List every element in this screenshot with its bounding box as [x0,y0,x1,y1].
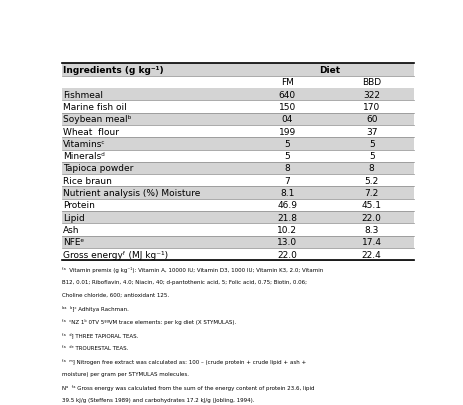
Bar [62,248,413,261]
Text: 150: 150 [278,103,295,112]
Text: 10.2: 10.2 [276,226,296,234]
Text: 5: 5 [368,139,374,149]
Text: 46.9: 46.9 [276,201,296,210]
Text: ᶠᵃ  ᵈ⁆ THREE TAPIORAL TEAS.: ᶠᵃ ᵈ⁆ THREE TAPIORAL TEAS. [62,332,138,337]
Text: Lipid: Lipid [63,213,85,222]
Bar [62,101,413,113]
Bar [62,187,413,199]
Text: 5: 5 [284,152,289,161]
Text: 8: 8 [368,164,374,173]
Text: 8.3: 8.3 [364,226,378,234]
Bar [62,126,413,138]
Text: ᶠᵃ  ᵈᵉ TROURESTAL TEAS.: ᶠᵃ ᵈᵉ TROURESTAL TEAS. [62,345,128,350]
Text: 17.4: 17.4 [361,238,381,247]
Text: 5: 5 [368,152,374,161]
Text: NFEᵉ: NFEᵉ [63,238,84,247]
Bar [62,162,413,175]
Text: Ingredients (g kg⁻¹): Ingredients (g kg⁻¹) [63,66,163,75]
Text: 640: 640 [278,90,295,99]
Bar [62,113,413,126]
Text: ᵇᵃ  ᵇ⁆ᶜ Adhitya Rachman.: ᵇᵃ ᵇ⁆ᶜ Adhitya Rachman. [62,305,128,311]
Text: Tapioca powder: Tapioca powder [63,164,133,173]
Text: 60: 60 [365,115,377,124]
Text: 199: 199 [278,127,295,136]
Text: Rice braun: Rice braun [63,176,112,185]
Text: 5.2: 5.2 [364,176,378,185]
Bar [62,199,413,211]
Text: moisture) per gram per STYMULAS molecules.: moisture) per gram per STYMULAS molecule… [62,371,188,376]
Text: 8.1: 8.1 [279,189,294,198]
Bar [62,175,413,187]
Text: Vitaminsᶜ: Vitaminsᶜ [63,139,106,149]
Text: Gross energyᶠ (MJ kg⁻¹): Gross energyᶠ (MJ kg⁻¹) [63,250,168,259]
Text: FM: FM [280,78,293,87]
Text: ᶠᵃ  Vitamin premix (g kg⁻¹): Vitamin A, 10000 IU; Vitamin D3, 1000 IU; Vitamin K: ᶠᵃ Vitamin premix (g kg⁻¹): Vitamin A, 1… [62,266,322,272]
Text: 37: 37 [365,127,377,136]
Bar [62,224,413,236]
Text: 7.2: 7.2 [364,189,378,198]
Text: B12, 0.01; Riboflavin, 4.0; Niacin, 40; d-pantothenic acid, 5; Folic acid, 0.75;: B12, 0.01; Riboflavin, 4.0; Niacin, 40; … [62,279,306,284]
Text: 22.4: 22.4 [361,250,381,259]
Text: 5: 5 [284,139,289,149]
Text: Diet: Diet [318,66,339,75]
Text: 21.8: 21.8 [276,213,296,222]
Text: Nutrient analysis (%) Moisture: Nutrient analysis (%) Moisture [63,189,200,198]
Text: Mineralsᵈ: Mineralsᵈ [63,152,105,161]
Text: Soybean mealᵇ: Soybean mealᵇ [63,115,131,124]
Text: 8: 8 [284,164,289,173]
Text: BBD: BBD [362,78,381,87]
Bar [62,77,413,89]
Bar [62,211,413,224]
Text: Nᵃ  ᶠᵃ Gross energy was calculated from the sum of the energy content of protein: Nᵃ ᶠᵃ Gross energy was calculated from t… [62,384,313,390]
Text: ᶠᵃ  ᶜNZ 1ᵇ 0TV 5ᵍᵍVM trace elements: per kg diet (X STYMULAS).: ᶠᵃ ᶜNZ 1ᵇ 0TV 5ᵍᵍVM trace elements: per … [62,319,235,325]
Text: ᶠᵃ  ᵐ⁆ Nitrogen free extract was calculated as: 100 – (crude protein + crude lip: ᶠᵃ ᵐ⁆ Nitrogen free extract was calculat… [62,358,305,364]
Text: 45.1: 45.1 [361,201,381,210]
Text: 7: 7 [284,176,289,185]
Text: Choline chloride, 600; antioxidant 125.: Choline chloride, 600; antioxidant 125. [62,292,169,297]
Text: Marine fish oil: Marine fish oil [63,103,127,112]
Text: 170: 170 [363,103,380,112]
Bar [62,138,413,150]
Text: 22.0: 22.0 [361,213,381,222]
Text: 04: 04 [281,115,292,124]
Text: 39.5 kJ/g (Steffens 1989) and carbohydrates 17.2 kJ/g (Jobling, 1994).: 39.5 kJ/g (Steffens 1989) and carbohydra… [62,397,254,402]
Bar [62,64,413,77]
Text: 22.0: 22.0 [276,250,296,259]
Text: Protein: Protein [63,201,95,210]
Bar [62,150,413,162]
Bar [62,236,413,248]
Text: Ash: Ash [63,226,80,234]
Text: Fishmeal: Fishmeal [63,90,103,99]
Text: 13.0: 13.0 [276,238,297,247]
Text: Wheat  flour: Wheat flour [63,127,119,136]
Bar [62,89,413,101]
Text: 322: 322 [363,90,379,99]
